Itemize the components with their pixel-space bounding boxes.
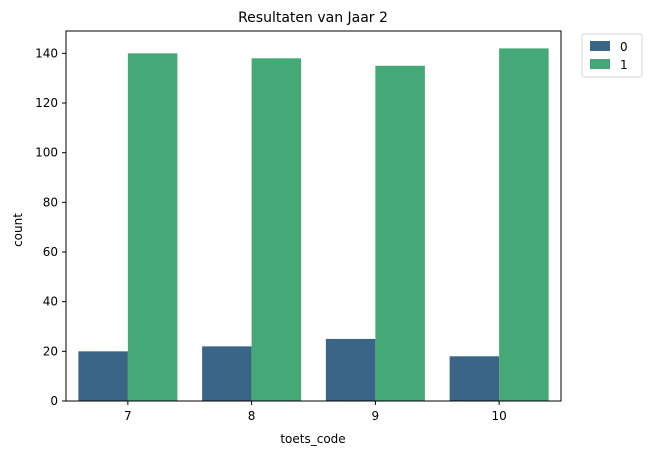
bar-series-1-9: [375, 65, 425, 402]
legend: 01: [581, 33, 643, 78]
y-tick-label: 120: [35, 96, 58, 110]
bar-series-0-9: [325, 338, 376, 401]
bar-series-1-10: [499, 48, 549, 401]
x-tick-label: 7: [124, 409, 132, 423]
y-tick-label: 80: [43, 195, 58, 209]
bar-series-0-7: [78, 351, 128, 401]
bars-layer: [78, 48, 549, 402]
x-tick-label: 8: [248, 409, 256, 423]
bar-series-0-8: [202, 346, 252, 401]
legend-swatch-1: [590, 59, 610, 69]
chart-title: Resultaten van Jaar 2: [238, 10, 388, 26]
y-tick-label: 60: [43, 245, 58, 259]
bar-series-1-8: [251, 58, 302, 401]
legend-label-1: 1: [620, 58, 628, 72]
y-tick-label: 0: [50, 394, 58, 408]
legend-label-0: 0: [620, 40, 628, 54]
y-tick-label: 40: [43, 295, 58, 309]
y-tick-label: 100: [35, 146, 58, 160]
legend-swatch-0: [590, 41, 610, 51]
plot-frame: [65, 30, 562, 402]
legend-box: [581, 33, 643, 78]
bar-series-1-7: [127, 53, 178, 401]
y-axis-title: count: [11, 213, 25, 247]
y-tick-label: 20: [43, 344, 58, 358]
x-tick-label: 9: [372, 409, 380, 423]
x-axis-title: toets_code: [280, 432, 345, 446]
bar-series-0-10: [449, 356, 500, 401]
x-tick-label: 10: [491, 409, 506, 423]
y-tick-label: 140: [35, 46, 58, 60]
